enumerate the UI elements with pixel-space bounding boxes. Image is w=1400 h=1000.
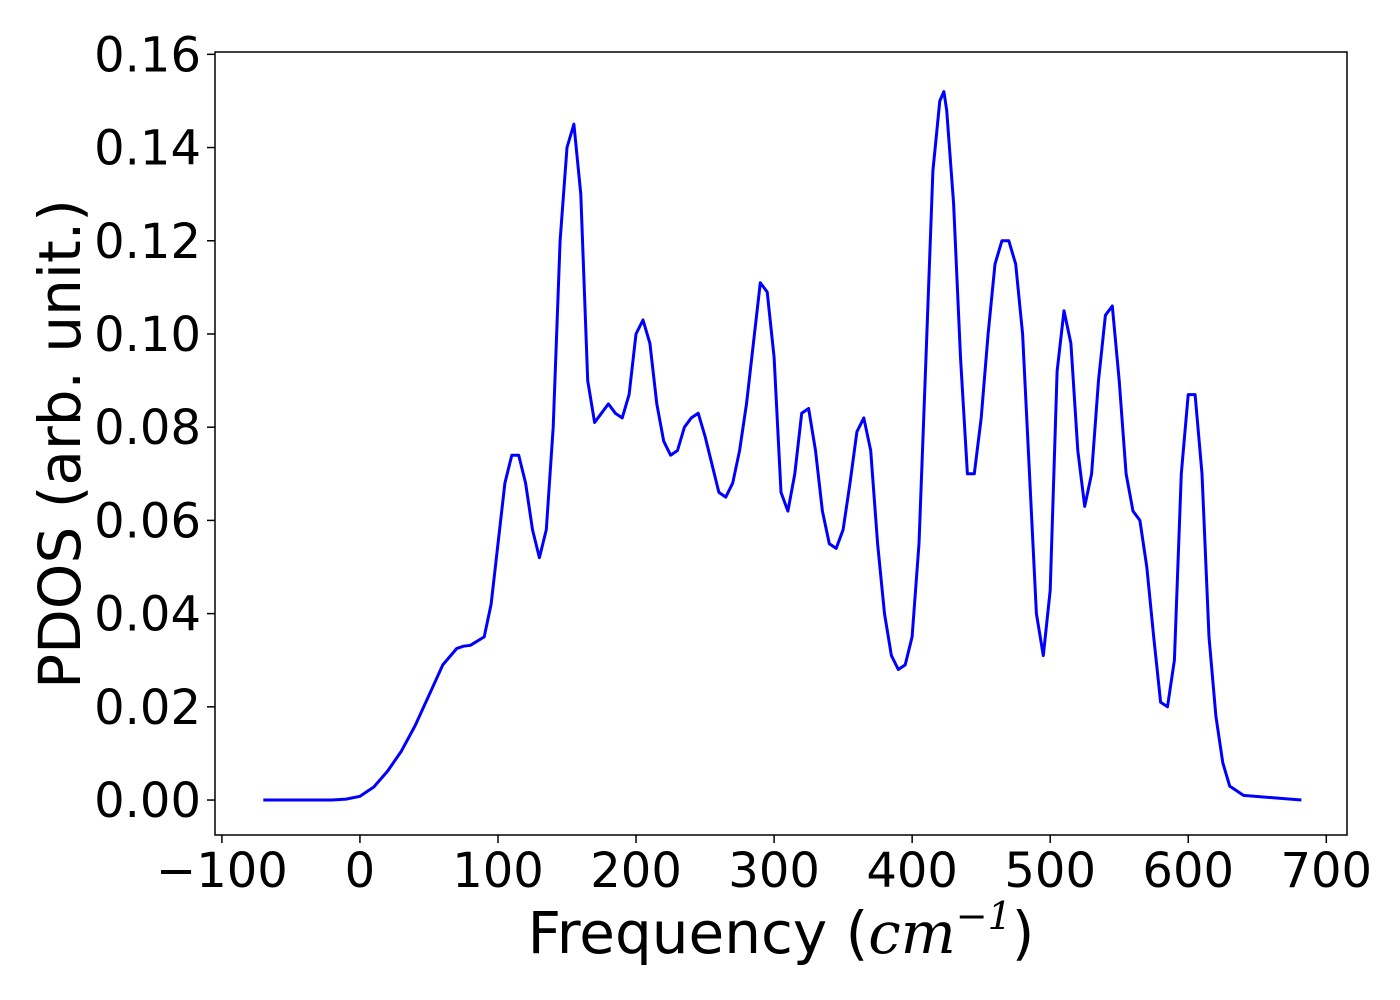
x-tick-label: 0 — [345, 843, 376, 899]
y-tick-label: 0.16 — [94, 27, 201, 83]
x-tick-label: −100 — [156, 843, 288, 899]
y-axis-ticks: 0.00 0.02 0.04 0.06 0.08 0.10 0.12 0.14 0.16 — [94, 27, 215, 829]
y-tick-label: 0.12 — [94, 214, 201, 270]
y-tick-label: 0.02 — [94, 680, 201, 736]
pdos-series-line — [263, 90, 1302, 802]
plot-area — [214, 51, 1348, 836]
x-tick-label: 100 — [452, 843, 544, 899]
x-tick-label: 500 — [1004, 843, 1096, 899]
x-tick-label: 300 — [728, 843, 820, 899]
y-tick-label: 0.06 — [94, 493, 201, 549]
x-tick-label: 200 — [590, 843, 682, 899]
x-axis-ticks: −100 0 100 200 300 400 500 600 700 — [156, 835, 1372, 899]
y-tick-label: 0.00 — [94, 773, 201, 829]
x-tick-label: 700 — [1280, 843, 1372, 899]
y-tick-label: 0.14 — [94, 121, 201, 177]
y-tick-label: 0.10 — [94, 307, 201, 363]
y-tick-label: 0.08 — [94, 400, 201, 456]
x-tick-label: 400 — [866, 843, 958, 899]
y-tick-label: 0.04 — [94, 587, 201, 643]
x-tick-label: 600 — [1142, 843, 1234, 899]
y-axis-title: PDOS (arb. unit.) — [26, 199, 94, 689]
x-axis-title: Frequency (cm−1) — [528, 894, 1035, 967]
